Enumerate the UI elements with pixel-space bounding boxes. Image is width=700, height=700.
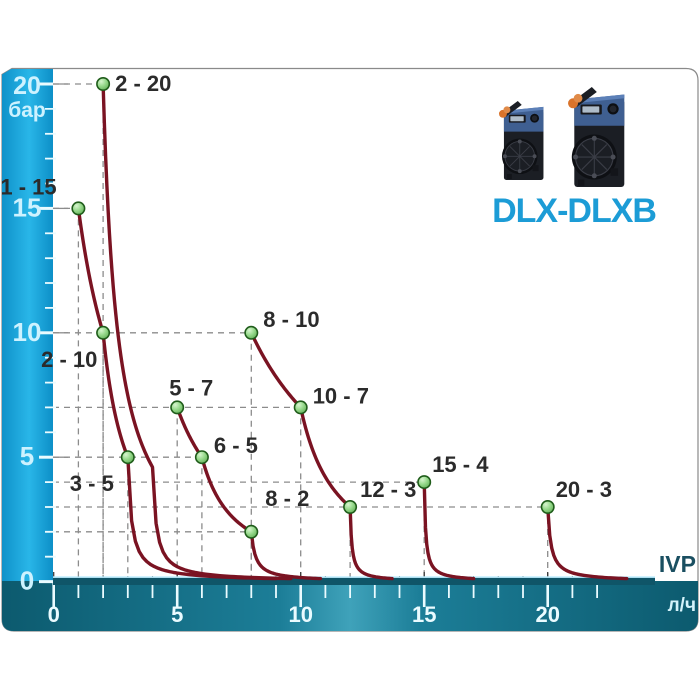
svg-text:0: 0 [20, 566, 34, 596]
svg-text:20 - 3: 20 - 3 [556, 477, 612, 502]
svg-text:2 - 20: 2 - 20 [115, 71, 171, 96]
svg-text:10: 10 [13, 317, 42, 347]
svg-text:л/ч: л/ч [668, 595, 696, 616]
svg-text:20: 20 [13, 72, 41, 100]
svg-text:DLX-DLXB: DLX-DLXB [492, 192, 656, 230]
svg-text:3 - 5: 3 - 5 [70, 471, 114, 496]
svg-text:10 - 7: 10 - 7 [313, 383, 369, 408]
svg-text:15: 15 [412, 602, 436, 627]
svg-text:5: 5 [171, 602, 183, 627]
svg-text:15 - 4: 15 - 4 [432, 452, 489, 477]
svg-text:8 - 2: 8 - 2 [265, 486, 309, 511]
svg-text:бар: бар [8, 99, 45, 122]
svg-text:5 - 7: 5 - 7 [169, 375, 213, 400]
svg-text:12 - 3: 12 - 3 [360, 477, 416, 502]
svg-text:15: 15 [13, 192, 42, 222]
svg-text:0: 0 [48, 602, 60, 627]
svg-text:8 - 10: 8 - 10 [263, 307, 319, 332]
svg-text:5: 5 [20, 441, 34, 471]
svg-text:10: 10 [288, 602, 312, 627]
svg-text:2 - 10: 2 - 10 [41, 347, 97, 372]
svg-text:IVP: IVP [659, 551, 696, 577]
svg-text:6 - 5: 6 - 5 [214, 433, 258, 458]
svg-text:20: 20 [535, 602, 559, 627]
